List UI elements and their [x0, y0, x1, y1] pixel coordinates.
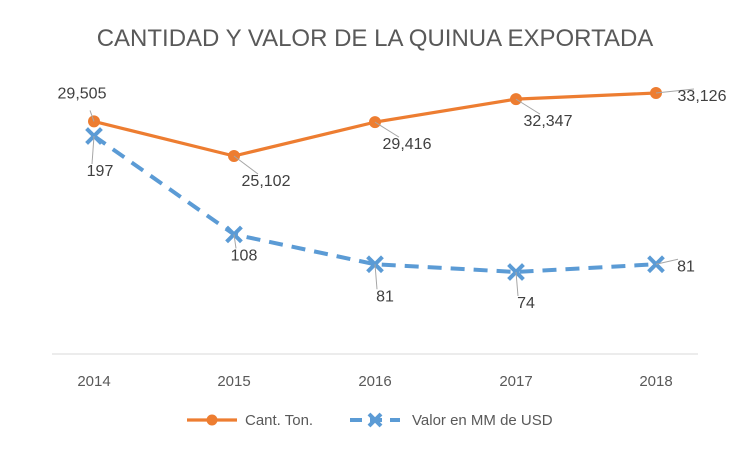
legend: Cant. Ton. Valor en MM de USD: [187, 412, 553, 429]
chart-title: CANTIDAD Y VALOR DE LA QUINUA EXPORTADA: [97, 25, 654, 52]
label-leader: [515, 271, 519, 297]
data-label: 29,416: [383, 136, 432, 153]
x-axis-ticks: 2014 2015 2016 2017 2018: [77, 373, 672, 390]
data-label: 108: [231, 247, 258, 264]
label-leader: [655, 258, 679, 265]
data-label: 81: [677, 258, 695, 275]
x-tick-label: 2016: [358, 373, 391, 390]
label-leader: [91, 135, 95, 165]
legend-item: Cant. Ton.: [187, 412, 313, 429]
label-leader: [233, 155, 259, 175]
x-tick-label: 2018: [639, 373, 672, 390]
data-label: 29,505: [58, 85, 107, 102]
legend-item: Valor en MM de USD: [350, 412, 553, 429]
data-label: 81: [376, 288, 394, 305]
label-leader: [374, 121, 400, 138]
data-label: 25,102: [242, 173, 291, 190]
data-labels: 29,505 25,102 29,416 32,347 33,126 197 108 81 74…: [58, 85, 727, 312]
x-tick-label: 2014: [77, 373, 110, 390]
x-tick-label: 2015: [217, 373, 250, 390]
series-line-1: [92, 134, 657, 274]
data-label: 74: [517, 295, 535, 312]
label-leader: [233, 234, 237, 249]
legend-label: Valor en MM de USD: [412, 412, 553, 429]
label-leader: [89, 110, 95, 122]
label-leader: [515, 98, 541, 115]
data-label: 197: [87, 163, 114, 180]
data-label: 32,347: [524, 113, 573, 130]
label-leader: [374, 264, 378, 290]
label-leader: [655, 88, 695, 94]
legend-label: Cant. Ton.: [245, 412, 313, 429]
series-layer: [85, 87, 665, 281]
data-label: 33,126: [678, 88, 727, 105]
x-tick-label: 2017: [499, 373, 532, 390]
